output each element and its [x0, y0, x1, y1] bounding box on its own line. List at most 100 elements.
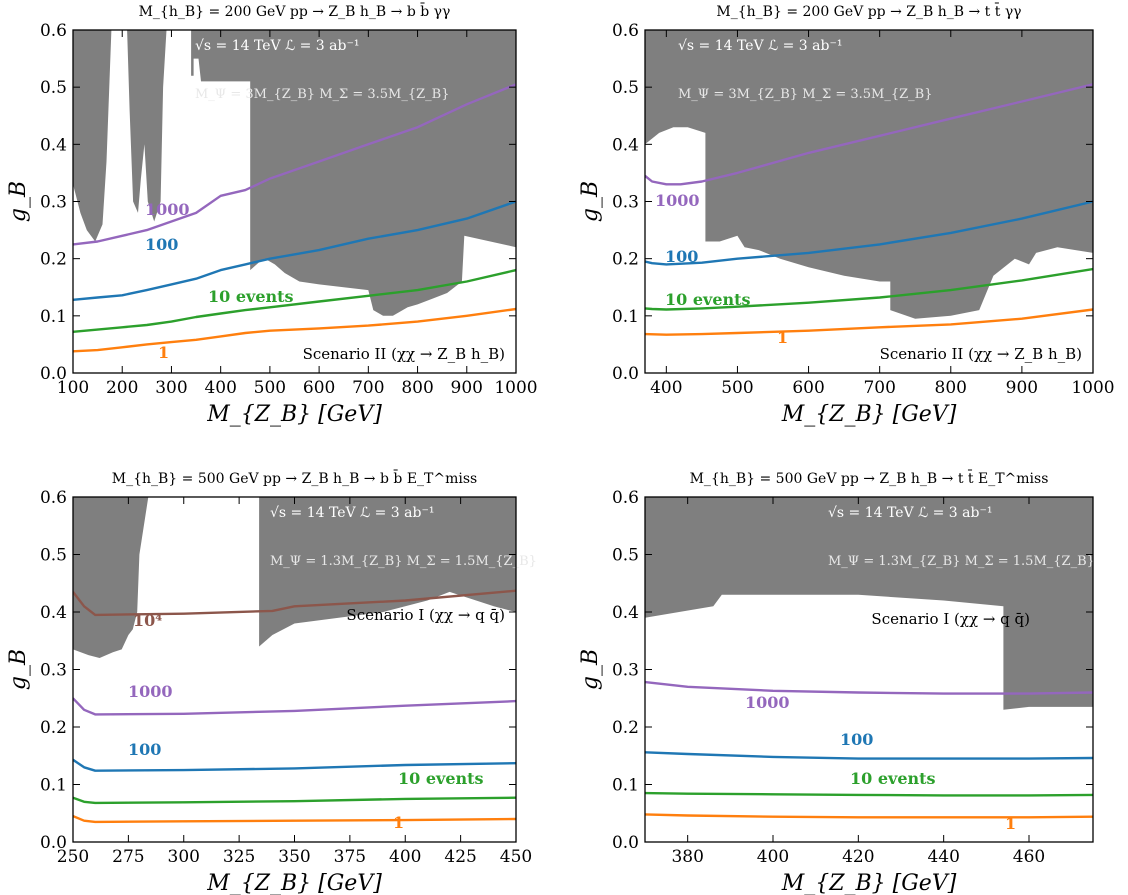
series-label-2: 100 [840, 730, 873, 749]
y-tick-label: 0.3 [40, 193, 67, 213]
y-tick-label: 0.2 [40, 250, 67, 270]
x-tick-label: 600 [303, 378, 335, 398]
series-line-2 [645, 751, 1093, 760]
series-line-3 [73, 758, 516, 772]
y-tick-label: 0.3 [612, 193, 639, 213]
x-tick-label: 700 [863, 378, 895, 398]
x-tick-label: 440 [927, 847, 959, 867]
panel-4: 1000 100 10 events 1 √s = 14 TeV ℒ = 3 ab⁻¹ M… [578, 469, 1095, 895]
series-label-3: 10 events [208, 287, 294, 306]
x-tick-label: 800 [401, 378, 433, 398]
series-line-2 [73, 697, 516, 716]
series-line-4 [645, 813, 1093, 819]
x-tick-label: 425 [444, 847, 476, 867]
x-tick-label: 400 [389, 847, 421, 867]
excluded-region [645, 497, 1093, 710]
panel-title: M_{h_B} = 200 GeV pp → Z_B h_B → t t̄ γγ [716, 2, 1021, 20]
x-axis-label: M_{Z_B} [GeV] [781, 402, 957, 427]
y-tick-label: 0.1 [40, 307, 67, 327]
x-tick-label: 700 [352, 378, 384, 398]
excluded-region [73, 30, 516, 316]
x-tick-label: 400 [757, 847, 789, 867]
x-tick-label: 900 [451, 378, 483, 398]
series-line-2 [645, 200, 1093, 266]
panel-1: 1000 100 10 events 1 √s = 14 TeV ℒ = 3 ab⁻¹ M… [6, 2, 538, 427]
excluded-region [73, 497, 516, 658]
inset-masses: M_Ψ = 1.3M_{Z_B} M_Σ = 1.5M_{Z_B} [270, 554, 537, 569]
x-tick-label: 200 [106, 378, 138, 398]
y-tick-label: 0.6 [40, 488, 67, 508]
y-tick-label: 0.1 [612, 307, 639, 327]
scenario-label: Scenario I (χχ → q q̄) [871, 610, 1030, 628]
y-tick-label: 0.4 [40, 135, 67, 155]
x-tick-label: 900 [1006, 378, 1038, 398]
series-label-2: 100 [665, 247, 698, 266]
y-tick-label: 0.1 [612, 776, 639, 796]
x-tick-label: 350 [278, 847, 310, 867]
x-tick-label: 325 [223, 847, 255, 867]
inset-energy-lumi: √s = 14 TeV ℒ = 3 ab⁻¹ [828, 505, 992, 521]
y-tick-label: 0.4 [612, 603, 639, 623]
scenario-label: Scenario II (χχ → Z_B h_B) [880, 345, 1082, 363]
series-line-1 [645, 680, 1093, 695]
x-tick-label: 380 [671, 847, 703, 867]
x-tick-label: 420 [842, 847, 874, 867]
x-tick-label: 600 [792, 378, 824, 398]
y-tick-label: 0.2 [40, 718, 67, 738]
y-tick-label: 0.0 [40, 833, 67, 853]
y-tick-label: 0.0 [40, 364, 67, 384]
series-label-2: 100 [145, 235, 178, 254]
x-tick-label: 300 [155, 378, 187, 398]
y-tick-label: 0.3 [40, 661, 67, 681]
x-tick-label: 800 [935, 378, 967, 398]
x-tick-label: 1000 [494, 378, 537, 398]
series-line-1 [645, 83, 1093, 186]
y-tick-label: 0.0 [612, 364, 639, 384]
plot-area [645, 497, 1093, 819]
x-tick-label: 500 [254, 378, 286, 398]
y-tick-label: 0.3 [612, 661, 639, 681]
y-tick-label: 0.2 [612, 718, 639, 738]
y-tick-label: 0.5 [612, 78, 639, 98]
inset-energy-lumi: √s = 14 TeV ℒ = 3 ab⁻¹ [195, 38, 359, 54]
series-label-4: 1 [1005, 814, 1016, 833]
x-tick-label: 500 [721, 378, 753, 398]
panel-3: 10⁴ 1000 100 10 events 1 √s = 14 TeV ℒ = 3 ab… [6, 469, 537, 895]
y-tick-label: 0.1 [40, 776, 67, 796]
panel-2: 1000 100 10 events 1 √s = 14 TeV ℒ = 3 ab⁻¹ M… [578, 2, 1115, 427]
plot-area [73, 497, 516, 824]
inset-energy-lumi: √s = 14 TeV ℒ = 3 ab⁻¹ [270, 505, 434, 521]
series-label-4: 10 events [398, 769, 484, 788]
series-label-1: 10⁴ [133, 611, 162, 630]
panel-title: M_{h_B} = 500 GeV pp → Z_B h_B → t t̄ E_… [690, 469, 1049, 487]
inset-masses: M_Ψ = 1.3M_{Z_B} M_Σ = 1.5M_{Z_B} [828, 554, 1095, 569]
x-axis-label: M_{Z_B} [GeV] [206, 402, 382, 427]
inset-energy-lumi: √s = 14 TeV ℒ = 3 ab⁻¹ [678, 38, 842, 54]
series-label-3: 100 [128, 740, 161, 759]
panel-title: M_{h_B} = 200 GeV pp → Z_B h_B → b b̄ γγ [139, 2, 451, 20]
series-line-1 [73, 83, 516, 246]
series-line-3 [73, 268, 516, 333]
y-tick-label: 0.4 [40, 603, 67, 623]
series-label-4: 1 [777, 328, 788, 347]
series-line-4 [73, 307, 516, 353]
series-line-1 [73, 589, 516, 617]
x-axis-label: M_{Z_B} [GeV] [206, 871, 382, 895]
y-tick-label: 0.6 [40, 21, 67, 41]
series-line-4 [645, 308, 1093, 336]
plot-area [73, 30, 516, 353]
x-axis-label: M_{Z_B} [GeV] [781, 871, 957, 895]
series-line-3 [645, 791, 1093, 797]
series-line-3 [645, 267, 1093, 311]
series-line-2 [73, 200, 516, 301]
y-axis-label: g_B [578, 649, 603, 690]
plot-area [645, 30, 1093, 336]
y-axis-label: g_B [6, 181, 31, 222]
y-tick-label: 0.6 [612, 488, 639, 508]
x-tick-label: 275 [112, 847, 144, 867]
x-tick-label: 250 [57, 847, 89, 867]
x-tick-label: 400 [204, 378, 236, 398]
scenario-label: Scenario II (χχ → Z_B h_B) [303, 345, 505, 363]
x-tick-label: 450 [500, 847, 532, 867]
y-tick-label: 0.2 [612, 250, 639, 270]
